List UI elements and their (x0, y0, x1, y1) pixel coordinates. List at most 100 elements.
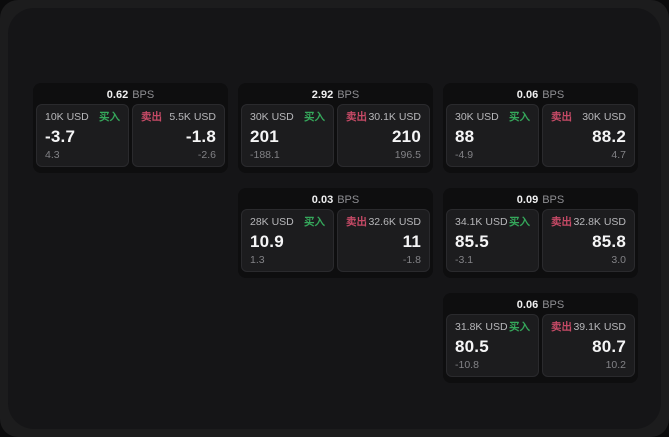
sell-quote-tile[interactable]: 卖出 32.6K USD 11 -1.8 (337, 209, 430, 272)
sell-price: 11 (402, 231, 421, 251)
buy-tile-top: 30K USD 买入 (250, 111, 325, 123)
sell-delta: 4.7 (611, 149, 626, 161)
quote-card-header: 0.62 BPS (36, 86, 225, 104)
buy-price: 88 (455, 126, 475, 146)
bps-unit-label: BPS (542, 194, 565, 206)
quote-tiles: 31.8K USD 买入 80.5 -10.8 卖出 39.1K USD 80.… (446, 314, 635, 377)
buy-side-label: 买入 (304, 216, 325, 228)
buy-side-label: 买入 (509, 321, 530, 333)
sell-price: 210 (392, 126, 421, 146)
quote-card-header: 0.09 BPS (446, 191, 635, 209)
sell-delta: 10.2 (605, 359, 626, 371)
buy-amount: 10K USD (45, 111, 89, 123)
sell-delta: -2.6 (197, 149, 216, 161)
sell-quote-tile[interactable]: 卖出 32.8K USD 85.8 3.0 (542, 209, 635, 272)
buy-delta: 1.3 (250, 254, 265, 266)
buy-quote-tile[interactable]: 30K USD 买入 201 -188.1 (241, 104, 334, 167)
buy-delta: -3.1 (455, 254, 474, 266)
quote-tiles: 30K USD 买入 201 -188.1 卖出 30.1K USD 210 1… (241, 104, 430, 167)
sell-amount: 5.5K USD (169, 111, 216, 123)
quote-card-header: 0.06 BPS (446, 86, 635, 104)
bps-unit-label: BPS (542, 89, 565, 101)
bps-unit-label: BPS (337, 194, 360, 206)
quote-card-header: 0.06 BPS (446, 296, 635, 314)
sell-price: 85.8 (592, 231, 626, 251)
sell-price: 80.7 (592, 336, 626, 356)
sell-amount: 32.8K USD (573, 216, 626, 228)
quote-card: 2.92 BPS 30K USD 买入 201 -188.1 卖出 30.1K … (238, 83, 433, 173)
sell-side-label: 卖出 (346, 216, 367, 228)
sell-tile-top: 卖出 5.5K USD (141, 111, 216, 123)
buy-side-label: 买入 (304, 111, 325, 123)
sell-quote-tile[interactable]: 卖出 30K USD 88.2 4.7 (542, 104, 635, 167)
buy-side-label: 买入 (509, 111, 530, 123)
buy-amount: 31.8K USD (455, 321, 508, 333)
sell-amount: 30.1K USD (368, 111, 421, 123)
buy-delta: 4.3 (45, 149, 60, 161)
quote-card-header: 0.03 BPS (241, 191, 430, 209)
sell-delta: 3.0 (611, 254, 626, 266)
buy-amount: 28K USD (250, 216, 294, 228)
buy-quote-tile[interactable]: 28K USD 买入 10.9 1.3 (241, 209, 334, 272)
buy-quote-tile[interactable]: 30K USD 买入 88 -4.9 (446, 104, 539, 167)
buy-tile-top: 30K USD 买入 (455, 111, 530, 123)
buy-delta: -188.1 (250, 149, 280, 161)
bps-value: 0.06 (516, 299, 539, 311)
bps-unit-label: BPS (132, 89, 155, 101)
quote-tiles: 30K USD 买入 88 -4.9 卖出 30K USD 88.2 4.7 (446, 104, 635, 167)
bps-value: 0.06 (516, 89, 539, 101)
buy-tile-top: 34.1K USD 买入 (455, 216, 530, 228)
quote-card: 0.06 BPS 30K USD 买入 88 -4.9 卖出 30K USD 8… (443, 83, 638, 173)
sell-quote-tile[interactable]: 卖出 5.5K USD -1.8 -2.6 (132, 104, 225, 167)
sell-amount: 32.6K USD (368, 216, 421, 228)
sell-quote-tile[interactable]: 卖出 30.1K USD 210 196.5 (337, 104, 430, 167)
sell-delta: -1.8 (402, 254, 421, 266)
buy-price: 10.9 (250, 231, 284, 251)
buy-price: 201 (250, 126, 279, 146)
buy-delta: -10.8 (455, 359, 479, 371)
quote-tiles: 10K USD 买入 -3.7 4.3 卖出 5.5K USD -1.8 -2.… (36, 104, 225, 167)
sell-delta: 196.5 (394, 149, 421, 161)
buy-quote-tile[interactable]: 31.8K USD 买入 80.5 -10.8 (446, 314, 539, 377)
sell-side-label: 卖出 (551, 321, 572, 333)
buy-amount: 30K USD (455, 111, 499, 123)
quote-card-header: 2.92 BPS (241, 86, 430, 104)
sell-tile-top: 卖出 32.6K USD (346, 216, 421, 228)
buy-side-label: 买入 (509, 216, 530, 228)
buy-side-label: 买入 (99, 111, 120, 123)
buy-amount: 34.1K USD (455, 216, 508, 228)
sell-amount: 39.1K USD (573, 321, 626, 333)
quote-card: 0.09 BPS 34.1K USD 买入 85.5 -3.1 卖出 32.8K… (443, 188, 638, 278)
bps-value: 0.09 (516, 194, 539, 206)
quote-card: 0.06 BPS 31.8K USD 买入 80.5 -10.8 卖出 39.1… (443, 293, 638, 383)
quote-tiles: 34.1K USD 买入 85.5 -3.1 卖出 32.8K USD 85.8… (446, 209, 635, 272)
sell-side-label: 卖出 (551, 111, 572, 123)
bps-value: 0.62 (106, 89, 129, 101)
sell-side-label: 卖出 (141, 111, 162, 123)
buy-tile-top: 28K USD 买入 (250, 216, 325, 228)
sell-tile-top: 卖出 32.8K USD (551, 216, 626, 228)
buy-quote-tile[interactable]: 10K USD 买入 -3.7 4.3 (36, 104, 129, 167)
bps-unit-label: BPS (337, 89, 360, 101)
sell-quote-tile[interactable]: 卖出 39.1K USD 80.7 10.2 (542, 314, 635, 377)
sell-side-label: 卖出 (346, 111, 367, 123)
buy-quote-tile[interactable]: 34.1K USD 买入 85.5 -3.1 (446, 209, 539, 272)
buy-delta: -4.9 (455, 149, 474, 161)
buy-tile-top: 10K USD 买入 (45, 111, 120, 123)
bps-unit-label: BPS (542, 299, 565, 311)
sell-price: -1.8 (185, 126, 216, 146)
sell-side-label: 卖出 (551, 216, 572, 228)
sell-amount: 30K USD (582, 111, 626, 123)
sell-price: 88.2 (592, 126, 626, 146)
sell-tile-top: 卖出 39.1K USD (551, 321, 626, 333)
bps-value: 0.03 (311, 194, 334, 206)
quote-card: 0.62 BPS 10K USD 买入 -3.7 4.3 卖出 5.5K USD… (33, 83, 228, 173)
buy-amount: 30K USD (250, 111, 294, 123)
buy-price: 85.5 (455, 231, 489, 251)
bps-value: 2.92 (311, 89, 334, 101)
sell-tile-top: 卖出 30K USD (551, 111, 626, 123)
quote-card: 0.03 BPS 28K USD 买入 10.9 1.3 卖出 32.6K US… (238, 188, 433, 278)
buy-tile-top: 31.8K USD 买入 (455, 321, 530, 333)
